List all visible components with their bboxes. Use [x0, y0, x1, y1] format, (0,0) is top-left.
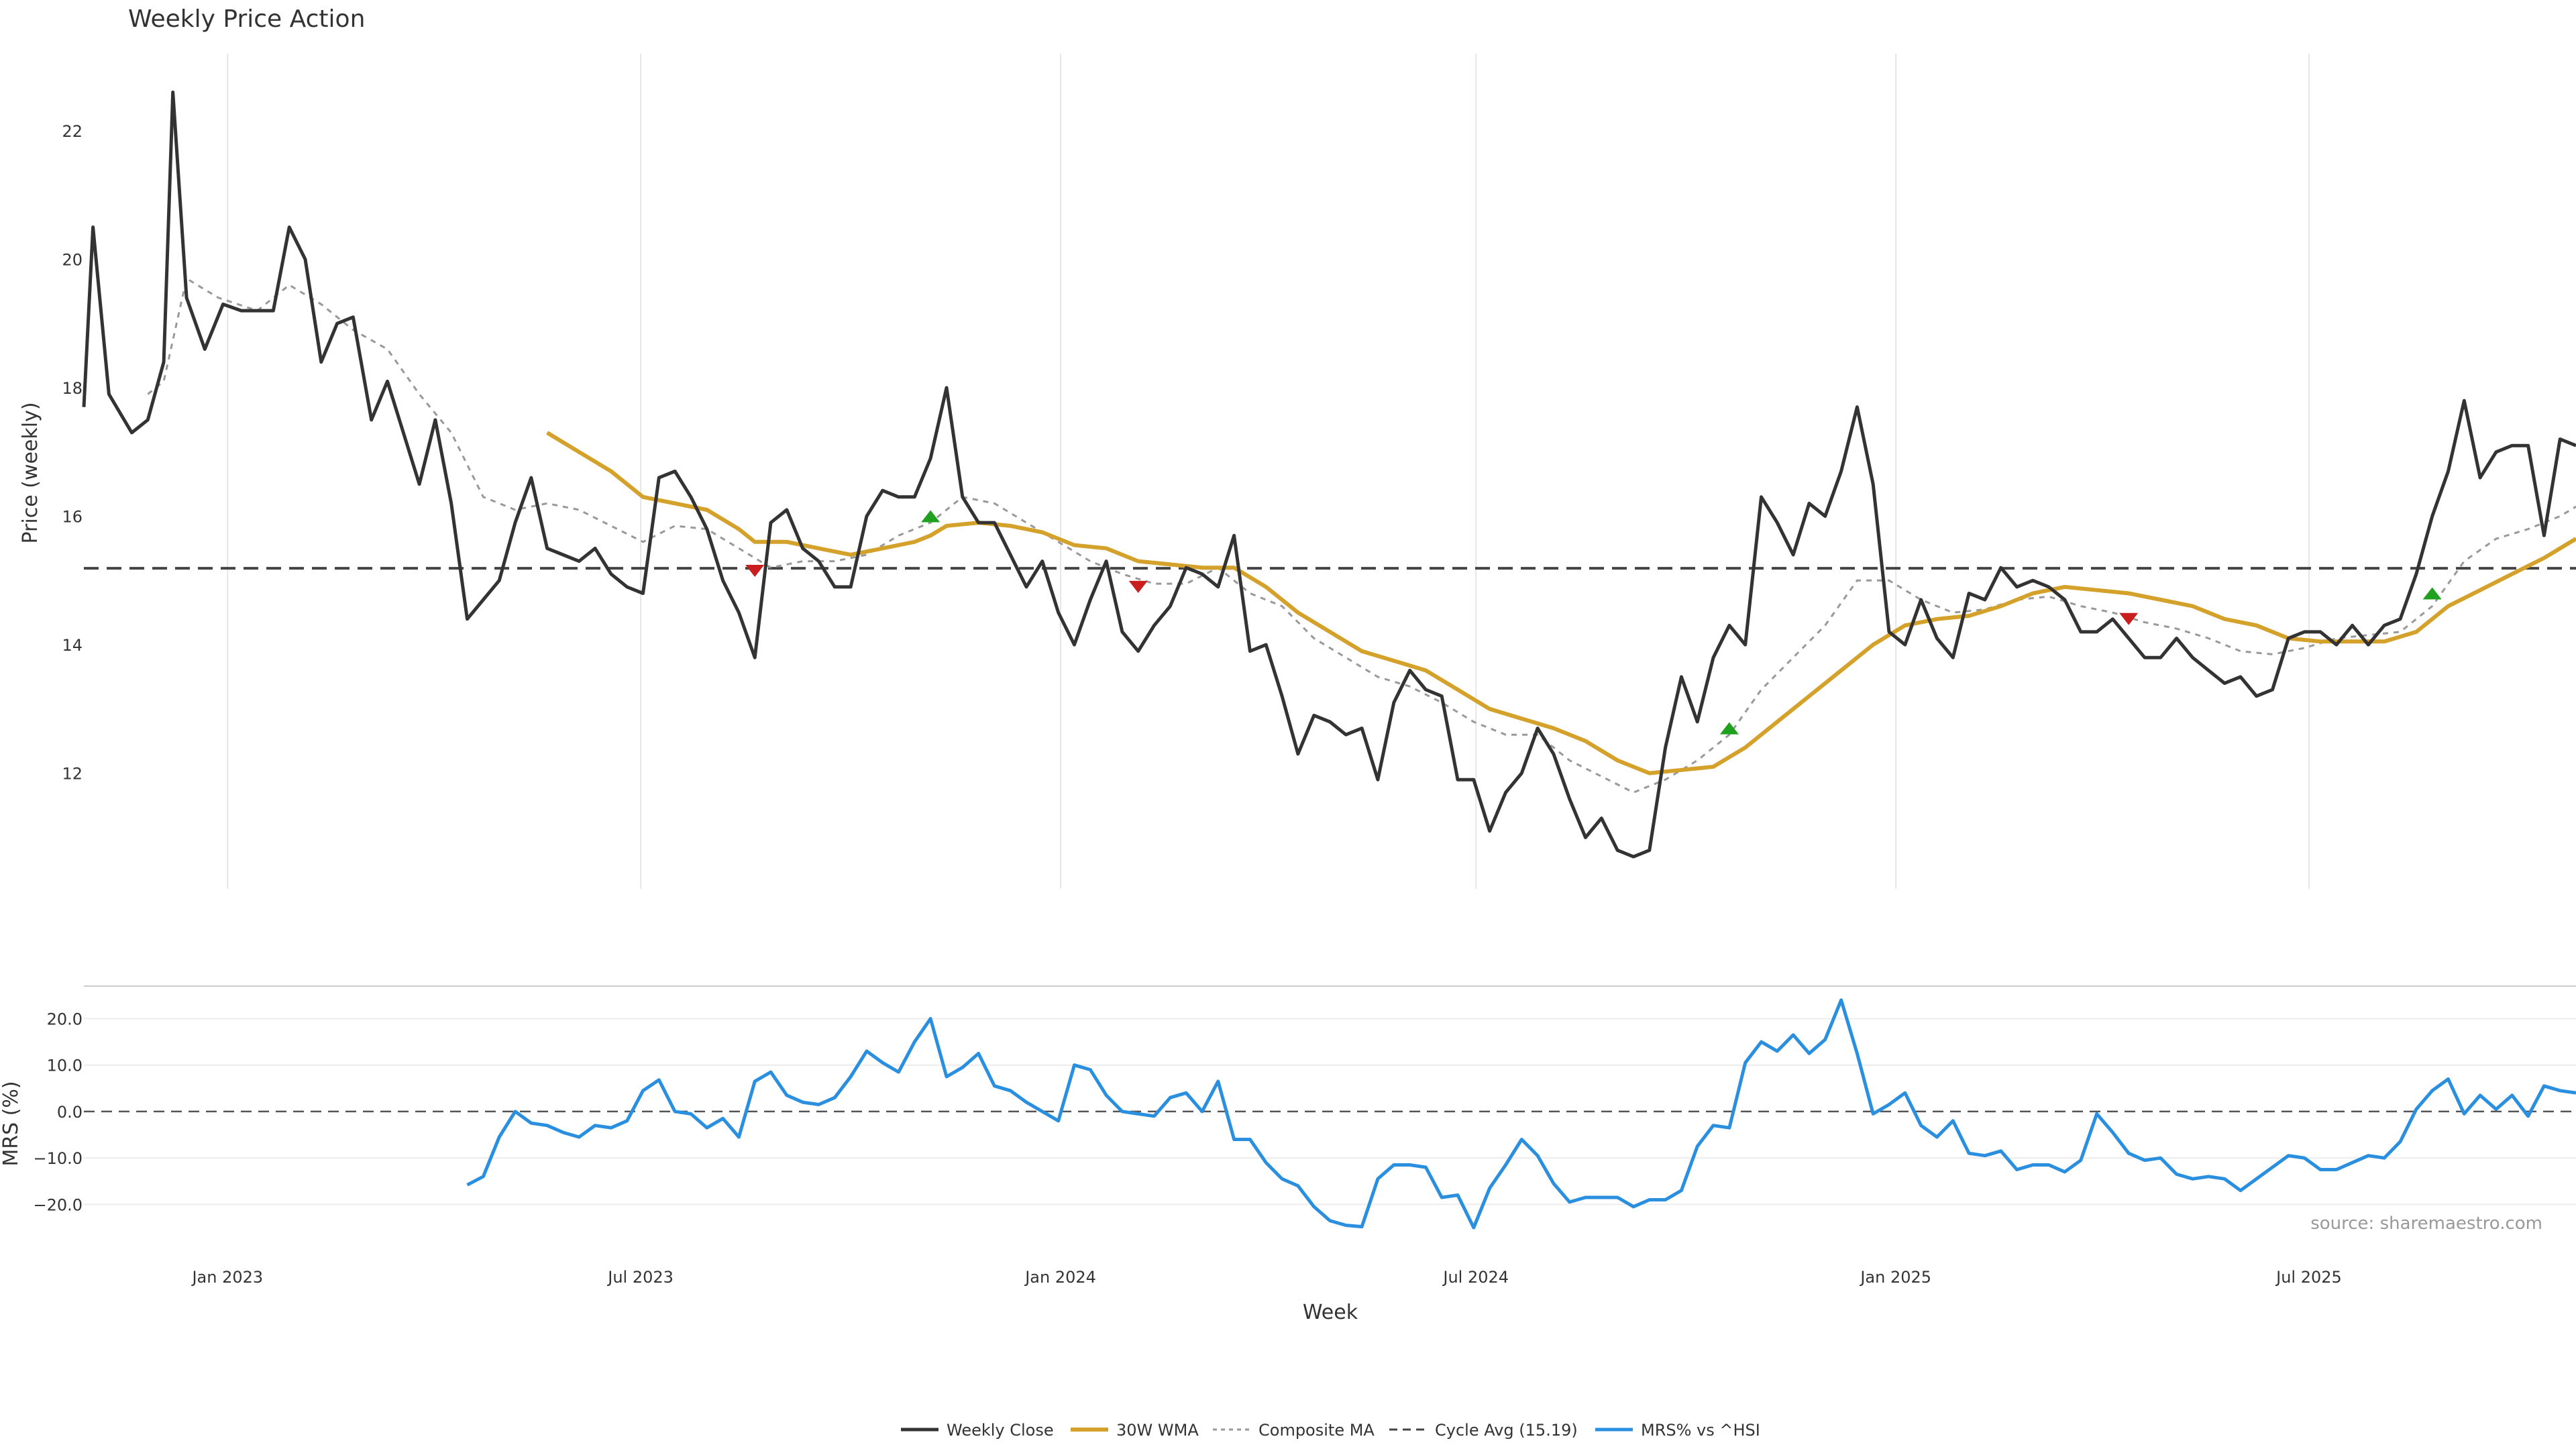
- sell-marker: [2119, 612, 2139, 625]
- price-y-tick-label: 14: [62, 636, 83, 655]
- source-note: source: sharemaestro.com: [2310, 1214, 2542, 1234]
- price-y-tick-label: 12: [62, 765, 83, 784]
- mrs-y-tick-label: 20.0: [47, 1010, 83, 1028]
- price-y-tick-label: 20: [62, 250, 83, 269]
- x-tick-label: Jul 2024: [1442, 1268, 1509, 1287]
- x-tick-label: Jan 2023: [191, 1268, 263, 1287]
- mrs-y-tick-label: −10.0: [33, 1149, 83, 1168]
- price-y-tick-label: 18: [62, 379, 83, 398]
- buy-marker: [1719, 722, 1739, 735]
- sell-marker: [1128, 580, 1148, 593]
- mrs-y-tick-label: 10.0: [47, 1057, 83, 1075]
- mrs-y-ticks: −20.0 −10.0 0.0 10.0 20.0: [33, 1010, 83, 1214]
- legend-label: MRS% vs ^HSI: [1641, 1421, 1760, 1440]
- legend-label: 30W WMA: [1116, 1421, 1199, 1440]
- price-y-tick-label: 16: [62, 508, 83, 527]
- x-tick-label: Jul 2025: [2275, 1268, 2342, 1287]
- x-tick-label: Jan 2025: [1859, 1268, 1931, 1287]
- price-y-tick-label: 22: [62, 122, 83, 141]
- mrs-y-tick-label: −20.0: [33, 1195, 83, 1214]
- sell-marker: [745, 564, 765, 577]
- legend-label: Cycle Avg (15.19): [1435, 1421, 1578, 1440]
- x-tick-label: Jul 2023: [606, 1268, 674, 1287]
- x-ticks: Jan 2023 Jul 2023 Jan 2024 Jul 2024 Jan 2025…: [191, 1268, 2341, 1287]
- composite-ma-line: [147, 276, 2576, 794]
- legend: Weekly Close 30W WMA Composite MA Cycle Avg…: [901, 1421, 1760, 1440]
- wma-line: [546, 431, 2576, 775]
- signal-markers: [745, 510, 2442, 735]
- legend-label: Weekly Close: [947, 1421, 1054, 1440]
- buy-marker: [2422, 587, 2442, 600]
- mrs-y-tick-label: 0.0: [57, 1103, 83, 1122]
- chart-title: Weekly Price Action: [128, 5, 365, 33]
- mrs-y-axis-label: MRS (%): [0, 1081, 23, 1166]
- x-axis-label: Week: [1303, 1301, 1358, 1324]
- legend-label: Composite MA: [1258, 1421, 1375, 1440]
- mrs-line: [466, 998, 2576, 1230]
- price-y-axis-label: Price (weekly): [19, 402, 42, 543]
- x-tick-label: Jan 2024: [1024, 1268, 1096, 1287]
- weekly-close-line: [82, 91, 2576, 859]
- price-y-ticks: 12 14 16 18 20 22: [62, 122, 83, 784]
- buy-marker: [921, 510, 941, 523]
- price-grid: [227, 54, 2310, 889]
